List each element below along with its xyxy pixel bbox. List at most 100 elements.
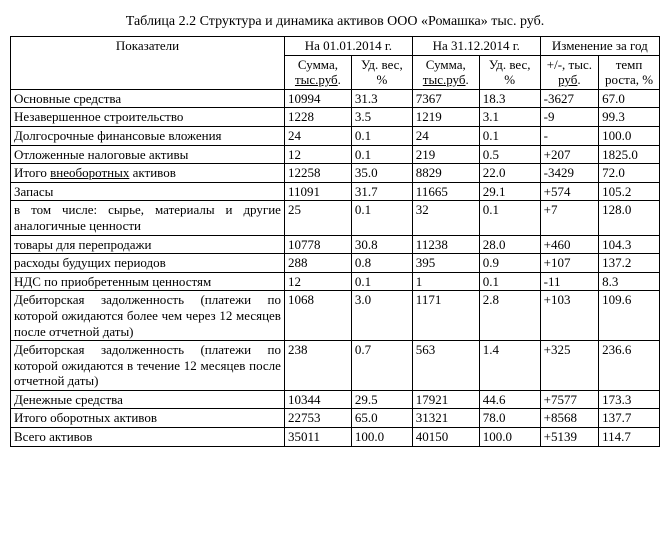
cell: 1228 <box>284 108 351 127</box>
cell: 100.0 <box>599 126 660 145</box>
table-title: Таблица 2.2 Структура и динамика активов… <box>10 14 660 30</box>
hdr-date2: На 31.12.2014 г. <box>412 37 540 56</box>
row-label: Долгосрочные финансовые вложения <box>11 126 285 145</box>
hdr-sum1: Сумма, тыс.руб. <box>284 55 351 89</box>
cell: 35011 <box>284 428 351 447</box>
cell: 238 <box>284 341 351 391</box>
hdr-indicator: Показатели <box>11 37 285 90</box>
cell: 18.3 <box>479 89 540 108</box>
table-row: Отложенные налоговые активы120.12190.5+2… <box>11 145 660 164</box>
cell: 1 <box>412 272 479 291</box>
cell: 35.0 <box>351 164 412 183</box>
cell: 219 <box>412 145 479 164</box>
cell: +103 <box>540 291 598 341</box>
cell: 32 <box>412 201 479 235</box>
cell: 8829 <box>412 164 479 183</box>
assets-table: Показатели На 01.01.2014 г. На 31.12.201… <box>10 36 660 447</box>
cell: -3627 <box>540 89 598 108</box>
cell: 25 <box>284 201 351 235</box>
cell: 137.2 <box>599 254 660 273</box>
cell: 563 <box>412 341 479 391</box>
cell: +7 <box>540 201 598 235</box>
cell: 31321 <box>412 409 479 428</box>
row-label: в том числе: сырье, материалы и другие а… <box>11 201 285 235</box>
cell: 0.1 <box>351 145 412 164</box>
hdr-pm: +/-, тыс. руб. <box>540 55 598 89</box>
cell: 105.2 <box>599 182 660 201</box>
cell: 1825.0 <box>599 145 660 164</box>
cell: 67.0 <box>599 89 660 108</box>
table-row: расходы будущих периодов2880.83950.9+107… <box>11 254 660 273</box>
table-row: Всего активов35011100.040150100.0+513911… <box>11 428 660 447</box>
row-label: Итого оборотных активов <box>11 409 285 428</box>
table-row: Запасы1109131.71166529.1+574105.2 <box>11 182 660 201</box>
row-label: расходы будущих периодов <box>11 254 285 273</box>
cell: 10778 <box>284 235 351 254</box>
cell: 0.5 <box>479 145 540 164</box>
row-label: Основные средства <box>11 89 285 108</box>
cell: 29.1 <box>479 182 540 201</box>
row-label: товары для перепродажи <box>11 235 285 254</box>
cell: 30.8 <box>351 235 412 254</box>
cell: 0.1 <box>351 126 412 145</box>
cell: 128.0 <box>599 201 660 235</box>
cell: 1068 <box>284 291 351 341</box>
cell: +5139 <box>540 428 598 447</box>
cell: 0.9 <box>479 254 540 273</box>
row-label: Отложенные налоговые активы <box>11 145 285 164</box>
cell: 11091 <box>284 182 351 201</box>
cell: 100.0 <box>351 428 412 447</box>
cell: 2.8 <box>479 291 540 341</box>
cell: +107 <box>540 254 598 273</box>
hdr-sum2: Сумма, тыс.руб. <box>412 55 479 89</box>
cell: -9 <box>540 108 598 127</box>
row-label: Незавершенное строительство <box>11 108 285 127</box>
table-row: Долгосрочные финансовые вложения240.1240… <box>11 126 660 145</box>
table-row: Незавершенное строительство12283.512193.… <box>11 108 660 127</box>
cell: 22.0 <box>479 164 540 183</box>
row-label: Итого внеоборотных активов <box>11 164 285 183</box>
cell: 173.3 <box>599 390 660 409</box>
cell: +207 <box>540 145 598 164</box>
cell: 31.3 <box>351 89 412 108</box>
table-row: в том числе: сырье, материалы и другие а… <box>11 201 660 235</box>
table-row: Итого внеоборотных активов1225835.088292… <box>11 164 660 183</box>
table-row: Дебиторская задолженность (платежи по ко… <box>11 341 660 391</box>
cell: 12258 <box>284 164 351 183</box>
hdr-date1: На 01.01.2014 г. <box>284 37 412 56</box>
hdr-wt1: Уд. вес, % <box>351 55 412 89</box>
cell: 7367 <box>412 89 479 108</box>
cell: 99.3 <box>599 108 660 127</box>
row-label: Денежные средства <box>11 390 285 409</box>
cell: 44.6 <box>479 390 540 409</box>
table-row: НДС по приобретенным ценностям120.110.1-… <box>11 272 660 291</box>
cell: 3.5 <box>351 108 412 127</box>
cell: 12 <box>284 145 351 164</box>
cell: 31.7 <box>351 182 412 201</box>
row-label: НДС по приобретенным ценностям <box>11 272 285 291</box>
cell: 24 <box>412 126 479 145</box>
row-label: Дебиторская задолженность (платежи по ко… <box>11 341 285 391</box>
cell: 24 <box>284 126 351 145</box>
cell: 0.8 <box>351 254 412 273</box>
cell: 10344 <box>284 390 351 409</box>
cell: +460 <box>540 235 598 254</box>
row-label: Дебиторская задолженность (платежи по ко… <box>11 291 285 341</box>
cell: 109.6 <box>599 291 660 341</box>
hdr-growth: темп роста, % <box>599 55 660 89</box>
table-row: Итого оборотных активов2275365.03132178.… <box>11 409 660 428</box>
row-label: Всего активов <box>11 428 285 447</box>
hdr-change: Изменение за год <box>540 37 659 56</box>
table-row: Дебиторская задолженность (платежи по ко… <box>11 291 660 341</box>
cell: 100.0 <box>479 428 540 447</box>
cell: 3.0 <box>351 291 412 341</box>
cell: 1219 <box>412 108 479 127</box>
cell: 22753 <box>284 409 351 428</box>
cell: 12 <box>284 272 351 291</box>
cell: -3429 <box>540 164 598 183</box>
cell: +7577 <box>540 390 598 409</box>
cell: 0.1 <box>351 201 412 235</box>
cell: 0.7 <box>351 341 412 391</box>
cell: 114.7 <box>599 428 660 447</box>
cell: 236.6 <box>599 341 660 391</box>
